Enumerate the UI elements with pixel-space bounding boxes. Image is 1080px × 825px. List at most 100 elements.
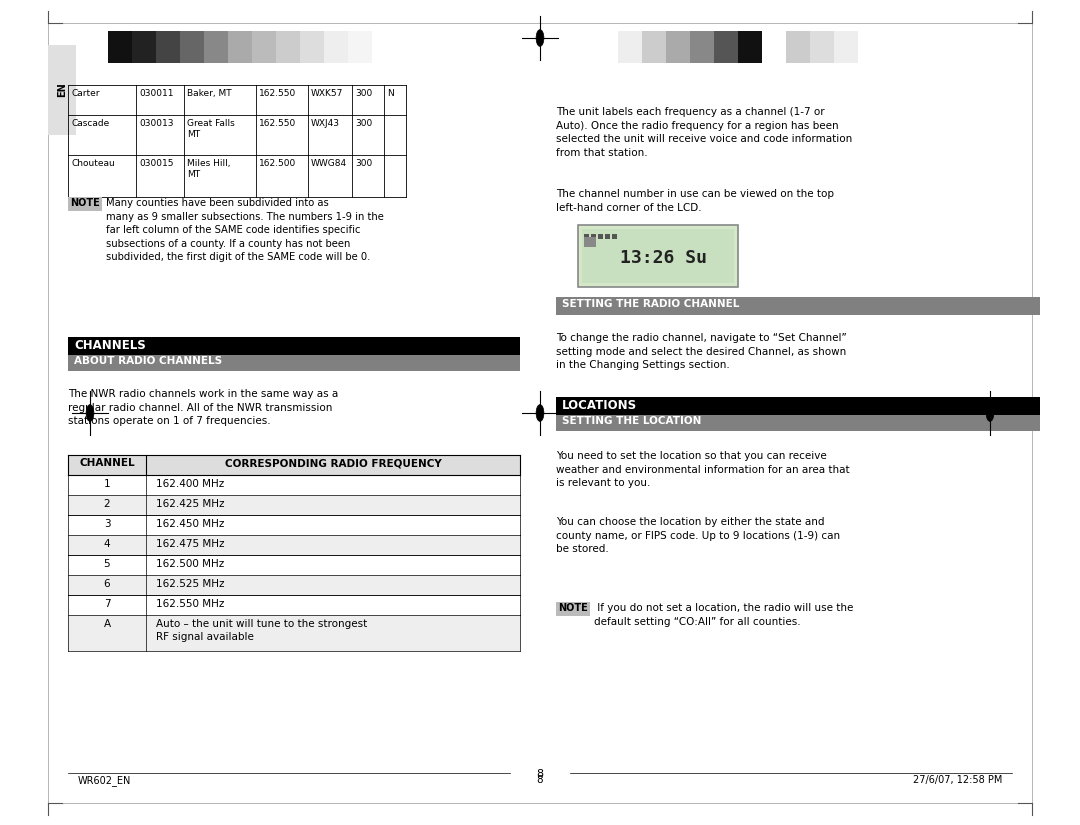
- Text: 162.500 MHz: 162.500 MHz: [156, 559, 225, 569]
- Bar: [108, 31, 132, 63]
- Text: 030015: 030015: [139, 159, 174, 168]
- Text: 162.425 MHz: 162.425 MHz: [156, 499, 225, 509]
- Ellipse shape: [536, 30, 544, 46]
- Text: 030013: 030013: [139, 119, 174, 128]
- Text: 1: 1: [104, 479, 110, 489]
- Text: 300: 300: [355, 89, 373, 98]
- Bar: [68, 337, 519, 355]
- Text: WXK57: WXK57: [311, 89, 343, 98]
- Text: 300: 300: [355, 159, 373, 168]
- Text: Miles Hill,
MT: Miles Hill, MT: [187, 159, 230, 179]
- Text: 162.500: 162.500: [259, 159, 296, 168]
- Text: 6: 6: [104, 579, 110, 589]
- Bar: [68, 197, 102, 211]
- Text: Many counties have been subdivided into as
many as 9 smaller subsections. The nu: Many counties have been subdivided into …: [106, 198, 383, 262]
- Bar: [578, 225, 738, 287]
- Text: 8: 8: [537, 769, 543, 779]
- Bar: [348, 31, 372, 63]
- Text: 162.550: 162.550: [259, 89, 296, 98]
- Bar: [68, 615, 519, 651]
- Ellipse shape: [86, 404, 94, 422]
- Bar: [68, 535, 519, 555]
- Bar: [68, 355, 519, 371]
- Bar: [276, 31, 300, 63]
- Text: Great Falls
MT: Great Falls MT: [187, 119, 234, 139]
- Text: To change the radio channel, navigate to “Set Channel”
setting mode and select t: To change the radio channel, navigate to…: [556, 333, 847, 370]
- Bar: [666, 31, 690, 63]
- Bar: [180, 31, 204, 63]
- Text: 27/6/07, 12:58 PM: 27/6/07, 12:58 PM: [913, 775, 1002, 785]
- Text: 030011: 030011: [139, 89, 174, 98]
- Bar: [228, 31, 252, 63]
- Text: WWG84: WWG84: [311, 159, 347, 168]
- Bar: [556, 415, 1040, 431]
- Text: SETTING THE LOCATION: SETTING THE LOCATION: [562, 416, 701, 426]
- Bar: [324, 31, 348, 63]
- Text: The unit labels each frequency as a channel (1-7 or
Auto). Once the radio freque: The unit labels each frequency as a chan…: [556, 107, 852, 158]
- Text: Auto – the unit will tune to the strongest
RF signal available: Auto – the unit will tune to the stronge…: [156, 619, 367, 642]
- Text: N: N: [387, 89, 394, 98]
- Text: The NWR radio channels work in the same way as a
regular radio channel. All of t: The NWR radio channels work in the same …: [68, 389, 338, 427]
- Bar: [582, 229, 734, 283]
- Text: 8: 8: [537, 775, 543, 785]
- Bar: [810, 31, 834, 63]
- Bar: [68, 495, 519, 515]
- Text: SETTING THE RADIO CHANNEL: SETTING THE RADIO CHANNEL: [562, 299, 740, 309]
- Bar: [642, 31, 666, 63]
- Text: 5: 5: [104, 559, 110, 569]
- Bar: [556, 397, 1040, 415]
- Text: CHANNEL: CHANNEL: [79, 458, 135, 468]
- Bar: [834, 31, 858, 63]
- Text: Chouteau: Chouteau: [71, 159, 114, 168]
- Ellipse shape: [986, 404, 994, 422]
- Bar: [556, 602, 590, 616]
- Text: 162.450 MHz: 162.450 MHz: [156, 519, 225, 529]
- Bar: [48, 45, 76, 135]
- Text: Baker, MT: Baker, MT: [187, 89, 231, 98]
- Bar: [714, 31, 738, 63]
- Bar: [738, 31, 762, 63]
- Bar: [132, 31, 156, 63]
- Text: Carter: Carter: [71, 89, 99, 98]
- Text: ABOUT RADIO CHANNELS: ABOUT RADIO CHANNELS: [75, 356, 222, 366]
- Ellipse shape: [536, 404, 544, 422]
- Text: LOCATIONS: LOCATIONS: [562, 399, 637, 412]
- Text: If you do not set a location, the radio will use the
default setting “CO:All” fo: If you do not set a location, the radio …: [594, 603, 853, 627]
- Text: 162.525 MHz: 162.525 MHz: [156, 579, 225, 589]
- Text: Cascade: Cascade: [71, 119, 109, 128]
- Bar: [556, 297, 1040, 315]
- Bar: [605, 234, 610, 239]
- Text: CORRESPONDING RADIO FREQUENCY: CORRESPONDING RADIO FREQUENCY: [225, 458, 442, 468]
- Bar: [618, 31, 642, 63]
- Text: 300: 300: [355, 119, 373, 128]
- Bar: [68, 575, 519, 595]
- Text: 3: 3: [104, 519, 110, 529]
- Text: 13:26 Su: 13:26 Su: [620, 249, 706, 267]
- Text: 2: 2: [104, 499, 110, 509]
- Text: CHANNELS: CHANNELS: [75, 339, 146, 352]
- Text: NOTE: NOTE: [70, 198, 99, 208]
- Text: WXJ43: WXJ43: [311, 119, 340, 128]
- Text: You can choose the location by either the state and
county name, or FIPS code. U: You can choose the location by either th…: [556, 517, 840, 554]
- Text: WR602_EN: WR602_EN: [78, 775, 132, 786]
- Text: You need to set the location so that you can receive
weather and environmental i: You need to set the location so that you…: [556, 451, 850, 488]
- Bar: [598, 234, 603, 239]
- Bar: [252, 31, 276, 63]
- Text: The channel number in use can be viewed on the top
left-hand corner of the LCD.: The channel number in use can be viewed …: [556, 189, 834, 213]
- Bar: [690, 31, 714, 63]
- Bar: [786, 31, 810, 63]
- Text: EN: EN: [57, 82, 67, 97]
- Text: A: A: [104, 619, 110, 629]
- Bar: [156, 31, 180, 63]
- Text: 162.550: 162.550: [259, 119, 296, 128]
- Text: 7: 7: [104, 599, 110, 609]
- Text: 4: 4: [104, 539, 110, 549]
- Bar: [591, 234, 596, 239]
- Bar: [204, 31, 228, 63]
- Text: 162.550 MHz: 162.550 MHz: [156, 599, 225, 609]
- Bar: [68, 455, 519, 475]
- Bar: [762, 31, 786, 63]
- Bar: [584, 237, 596, 247]
- Text: NOTE: NOTE: [558, 603, 588, 613]
- Text: 162.400 MHz: 162.400 MHz: [156, 479, 225, 489]
